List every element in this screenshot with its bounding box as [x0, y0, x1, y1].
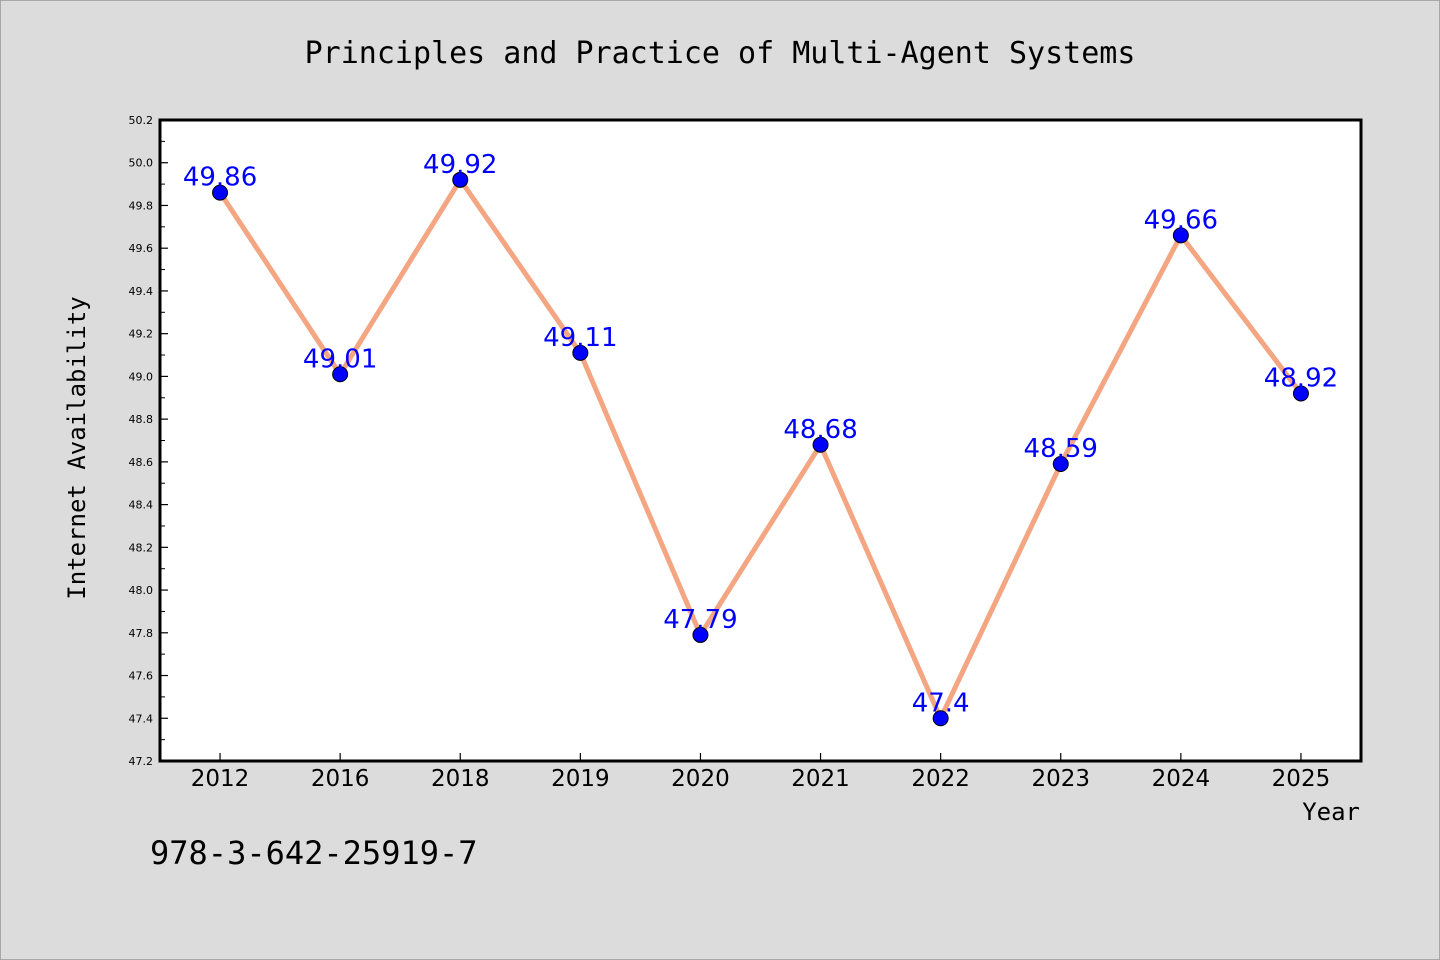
x-tick-label: 2020 [671, 766, 730, 792]
y-tick-label: 49.4 [129, 285, 154, 298]
data-point [932, 710, 949, 727]
x-tick-label: 2023 [1031, 766, 1090, 792]
y-tick-label: 49.0 [129, 370, 154, 383]
y-tick-label: 50.0 [129, 157, 154, 170]
data-label: 48.68 [783, 415, 857, 445]
series-line [218, 175, 1303, 725]
plot-border [158, 118, 1363, 763]
data-point [212, 184, 229, 201]
x-tick-label: 2021 [791, 766, 850, 792]
y-tick-label: 48.8 [129, 413, 154, 426]
data-labels: 49.86 49.01 49.92 49.11 47.79 48.68 47.4 48.59 4… [183, 150, 1338, 718]
isbn-text: 978-3-642-25919-7 [150, 834, 478, 872]
data-point [1172, 227, 1189, 244]
data-label: 48.59 [1024, 434, 1098, 464]
plot-area [160, 120, 1361, 761]
chart-title: Principles and Practice of Multi-Agent S… [305, 36, 1136, 71]
data-label: 49.66 [1144, 205, 1218, 235]
y-axis-ticks: 47.2 47.4 47.6 47.8 48.0 48.2 48.4 48.6 48.8 49.0… [129, 114, 168, 768]
x-tick-label: 2019 [551, 766, 610, 792]
y-tick-label: 48.2 [129, 541, 154, 554]
y-axis-label: Internet Availability [63, 296, 91, 599]
data-label: 47.4 [912, 688, 970, 718]
x-tick-label: 2024 [1152, 766, 1211, 792]
y-tick-label: 47.6 [129, 670, 154, 683]
y-tick-label: 48.6 [129, 456, 154, 469]
y-tick-label: 48.0 [129, 584, 154, 597]
y-tick-label: 49.2 [129, 328, 154, 341]
y-tick-label: 47.4 [129, 712, 154, 725]
data-point [572, 344, 589, 361]
data-label: 49.92 [423, 150, 497, 180]
y-tick-label: 47.8 [129, 627, 154, 640]
x-axis-ticks: 2012 2016 2018 2019 2020 2021 2022 2023 2024 2025 [191, 753, 1330, 792]
y-tick-label: 49.6 [129, 242, 154, 255]
x-tick-label: 2012 [191, 766, 250, 792]
data-label: 49.86 [183, 163, 257, 193]
data-point [1292, 385, 1309, 402]
x-axis-label: Year [1302, 798, 1360, 826]
y-tick-label: 49.8 [129, 199, 154, 212]
data-label: 48.92 [1264, 363, 1338, 393]
x-tick-label: 2018 [431, 766, 490, 792]
data-point [1052, 456, 1069, 473]
data-label: 49.01 [303, 344, 377, 374]
data-point [332, 366, 349, 383]
y-tick-label: 50.2 [129, 114, 154, 127]
data-markers [212, 171, 1309, 727]
data-point [452, 171, 469, 188]
x-tick-label: 2022 [911, 766, 970, 792]
data-label: 49.11 [543, 323, 617, 353]
y-tick-label: 48.4 [129, 499, 154, 512]
data-label: 47.79 [663, 605, 737, 635]
x-tick-label: 2016 [311, 766, 370, 792]
x-tick-label: 2025 [1272, 766, 1331, 792]
data-point [692, 626, 709, 643]
y-tick-label: 47.2 [129, 755, 154, 768]
data-point [812, 436, 829, 453]
